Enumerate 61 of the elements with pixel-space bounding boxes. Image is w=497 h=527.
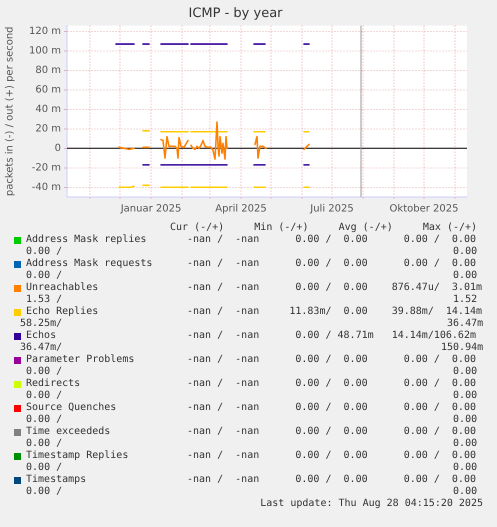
text: 0.00 /	[25, 390, 62, 402]
legend-label: Unreachables	[26, 282, 98, 294]
legend-label: Timestamp Replies	[26, 450, 128, 462]
text: 1.52	[452, 294, 478, 306]
text: 150.94m	[441, 342, 484, 354]
text: 0.00	[452, 438, 478, 450]
legend-label: Parameter Problems	[26, 354, 134, 366]
text: 0.00	[452, 462, 478, 474]
text: -nan / -nan 0.00 / 0.00 0.00 / 0.00	[187, 354, 476, 366]
legend-label: Echo Replies	[26, 306, 98, 318]
text: 0.00	[452, 366, 478, 378]
y-tick-label: 40 m	[35, 104, 61, 115]
y-tick-label: 60 m	[35, 84, 61, 96]
text: -nan / -nan 0.00 / 0.00 0.00 / 0.00	[187, 474, 476, 486]
text: -nan / -nan 0.00 / 0.00 0.00 / 0.00	[187, 450, 476, 462]
text: 36.47m	[446, 318, 484, 330]
y-tick-label: 20 m	[35, 123, 61, 134]
text: 0.00	[452, 390, 478, 402]
legend-label: Address Mask requests	[26, 258, 152, 270]
text: 36.47m/	[20, 342, 62, 354]
text: 0.00 /	[25, 414, 62, 426]
text: -nan / -nan 0.00 / 48.71m 14.14m/106.62m	[187, 330, 476, 342]
text: -nan / -nan 0.00 / 0.00 0.00 / 0.00	[187, 402, 476, 414]
text: 0.00	[452, 486, 478, 498]
legend-label: Source Quenches	[26, 402, 116, 414]
text: 0.00	[452, 270, 478, 282]
x-tick-label: Januar 2025	[120, 204, 182, 215]
x-tick-label: Juli 2025	[309, 204, 354, 215]
text: 58.25m/	[20, 318, 62, 330]
y-tick-label: 100 m	[28, 46, 61, 57]
chart-title: ICMP - by year	[188, 6, 284, 22]
text: 0.00 /	[25, 246, 62, 258]
text: 0.00 /	[25, 462, 62, 474]
text: 0.00 /	[25, 438, 62, 450]
y-tick-label: -40 m	[32, 182, 61, 193]
y-axis-title: packets in (-) / out (+) per second	[4, 26, 16, 196]
text: 1.53 /	[25, 294, 62, 306]
text: -nan / -nan 0.00 / 0.00 0.00 / 0.00	[187, 378, 476, 390]
y-tick-label: 0	[54, 142, 61, 154]
text: -nan / -nan 0.00 / 0.00 0.00 / 0.00	[187, 426, 476, 438]
text: 0.00	[452, 246, 478, 258]
legend-label: Redirects	[26, 378, 80, 390]
text: 0.00	[452, 414, 478, 426]
text: -nan / -nan 0.00 / 0.00 0.00 / 0.00	[187, 258, 476, 270]
y-tick-label: 80 m	[35, 64, 61, 76]
y-tick-label: 120 m	[28, 26, 61, 38]
text: 0.00 /	[25, 366, 62, 378]
legend-label: Timestamps	[26, 474, 86, 486]
text: -nan / -nan 11.83m/ 0.00 39.88m/ 14.14m	[187, 306, 482, 318]
text: Last update: Thu Aug 28 04:15:20 2025	[260, 498, 483, 510]
legend-label: Address Mask replies	[26, 234, 146, 246]
y-tick-label: -20 m	[32, 162, 61, 174]
text: -nan / -nan 0.00 / 0.00 0.00 / 0.00	[187, 234, 476, 246]
legend-label: Echos	[26, 330, 56, 342]
text: 0.00 /	[25, 486, 62, 498]
legend-label: Time exceededs	[26, 426, 110, 438]
x-tick-label: April 2025	[215, 204, 267, 215]
x-tick-label: Oktober 2025	[390, 204, 458, 215]
text: 0.00 /	[25, 270, 62, 282]
text: Cur (-/+) Min (-/+) Avg (-/+) Max (-/+)	[170, 222, 478, 234]
text: -nan / -nan 0.00 / 0.00 876.47u/ 3.01m	[187, 282, 482, 294]
